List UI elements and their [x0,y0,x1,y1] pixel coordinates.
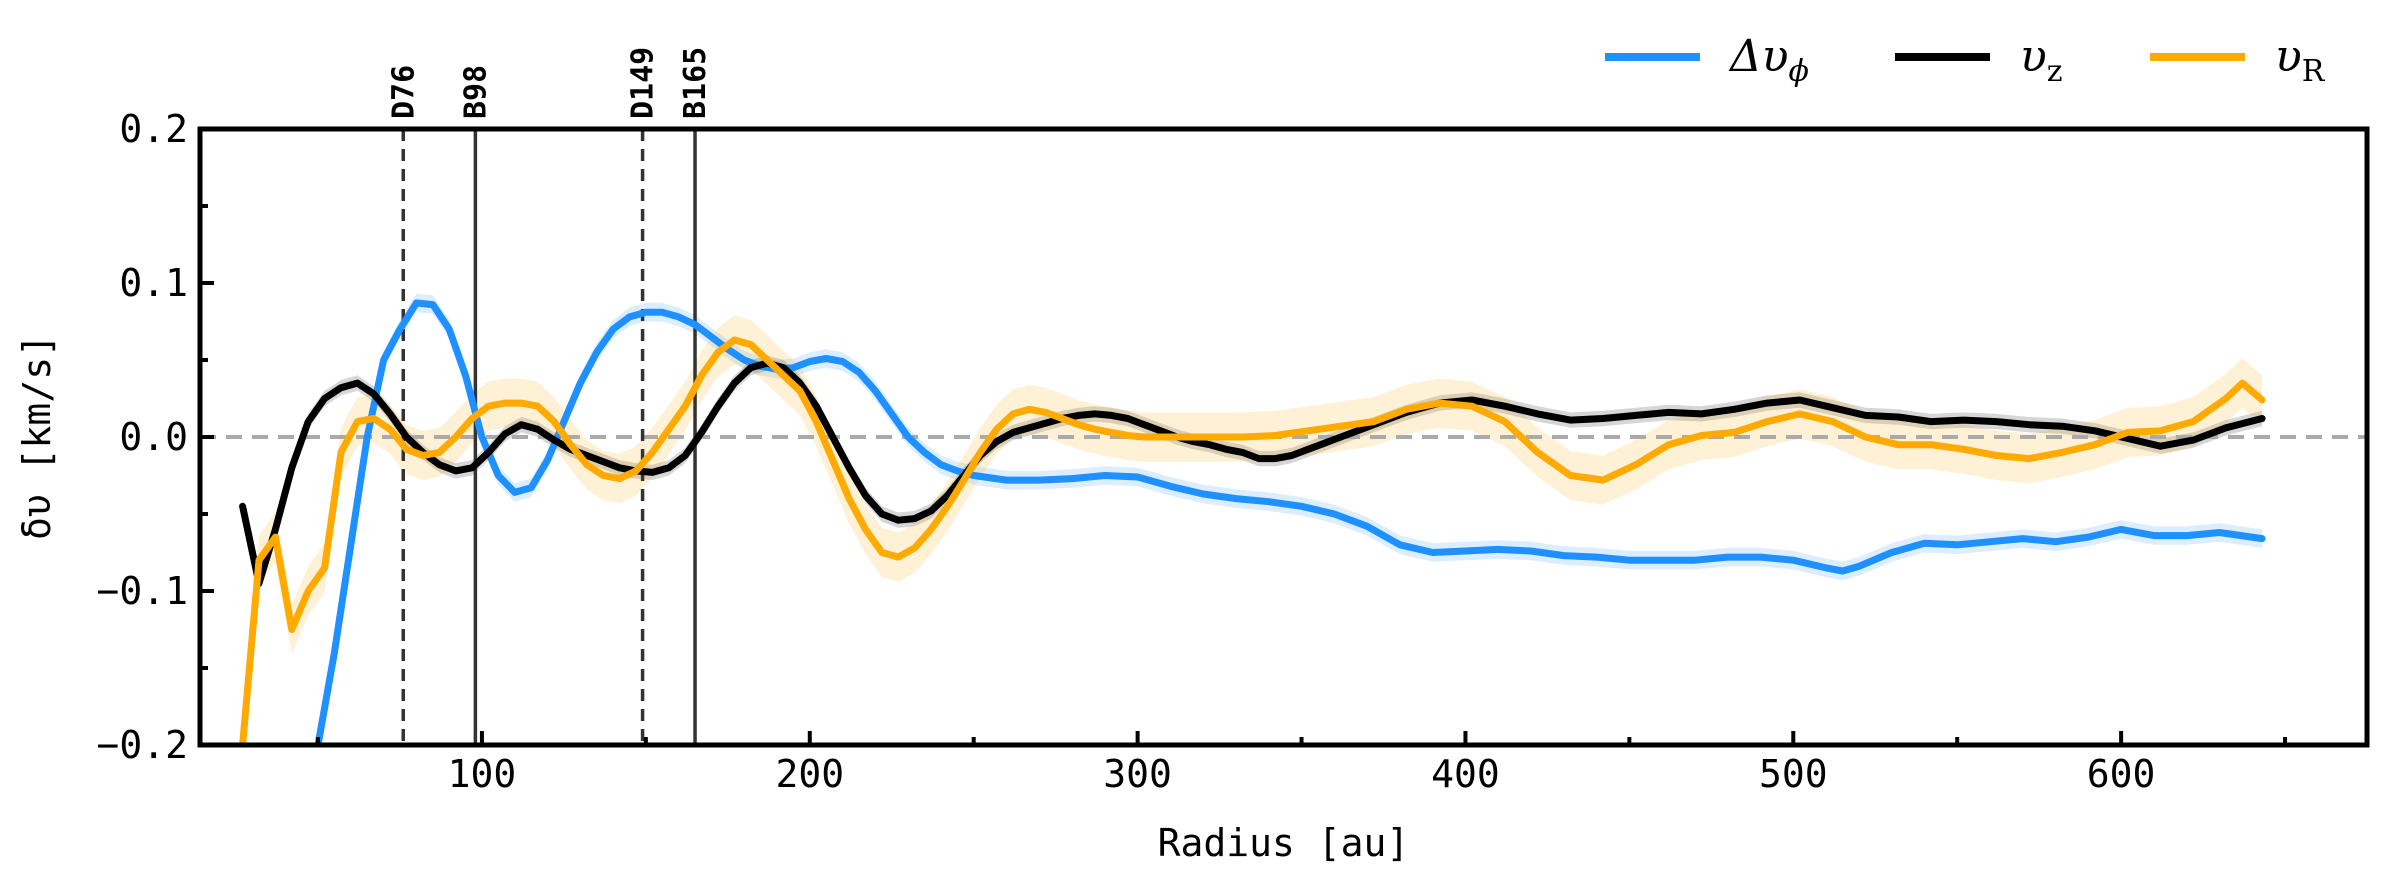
x-tick-label: 200 [775,752,844,796]
y-tick-label: 0.1 [119,261,188,305]
legend-label-2: υR [2275,31,2326,89]
vline-label-b165: B165 [678,47,713,119]
line-series-2 [239,336,2266,745]
y-axis-label: δυ [km/s] [15,334,59,540]
uncertainty-bands [242,293,2263,745]
line-series-1 [239,359,2266,587]
axis-labels: Radius [au] δυ [km/s] [15,334,1409,865]
y-tick-label: 0.0 [119,415,188,459]
x-axis-label: Radius [au] [1158,821,1410,865]
vline-label-b98: B98 [458,65,493,119]
legend-label-0: Δυϕ [1728,31,1809,89]
band-series-0 [318,293,2263,745]
vline-label-d149: D149 [626,47,661,119]
series-lines [239,299,2266,745]
legend-label-1: υz [2020,31,2063,89]
y-tick-label: −0.2 [96,723,188,767]
x-tick-label: 600 [2087,752,2156,796]
x-tick-label: 100 [448,752,517,796]
x-tick-label: 400 [1431,752,1500,796]
x-tick-label: 500 [1759,752,1828,796]
vline-label-d76: D76 [386,65,421,119]
line-series-0 [314,299,2266,745]
legend: Δυϕ υz υR [1605,31,2326,89]
x-tick-label: 300 [1103,752,1172,796]
y-tick-label: 0.2 [119,107,188,151]
y-tick-label: −0.1 [96,569,188,613]
axis-ticks: 100 200 300 400 500 600 −0.2 −0.1 0.0 0.1 0.2 [96,107,2288,796]
